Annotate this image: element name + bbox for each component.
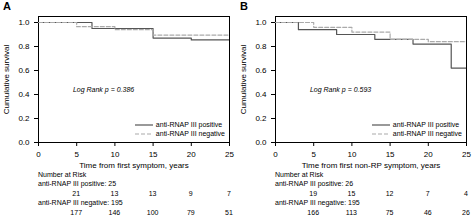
html-text:anti-RNAP III negative: anti-RNAP III negative (392, 130, 462, 137)
svg-text:Log Rank p = 0.593: Log Rank p = 0.593 (310, 86, 371, 94)
html-text:Number at Risk: Number at Risk (38, 171, 87, 178)
svg-text:10: 10 (110, 150, 119, 159)
html-text:146: 146 (108, 208, 121, 216)
svg-text:15: 15 (386, 150, 395, 159)
html-text:4: 4 (464, 189, 468, 197)
html-text:51: 51 (225, 208, 233, 216)
html-text:79: 79 (186, 208, 195, 216)
html-text:anti-RNAP III negative: 195: anti-RNAP III negative: 195 (275, 199, 360, 207)
svg-text:0.6: 0.6 (18, 66, 30, 75)
html-text:anti-RNAP III negative: 195: anti-RNAP III negative: 195 (38, 199, 123, 207)
svg-text:0: 0 (36, 150, 41, 159)
html-text:7: 7 (227, 189, 231, 197)
html-text:anti-RNAP III positive: anti-RNAP III positive (155, 121, 223, 128)
svg-text:0.2: 0.2 (18, 114, 30, 123)
html-text:anti-RNAP III positive: anti-RNAP III positive (392, 121, 460, 128)
html-text:Number at Risk: Number at Risk (275, 171, 324, 178)
html-text:75: 75 (385, 208, 394, 216)
html-text:9: 9 (188, 189, 193, 197)
svg-text:25: 25 (462, 150, 471, 159)
html-text:46: 46 (423, 208, 432, 216)
svg-text:20: 20 (187, 150, 196, 159)
svg-text:10: 10 (347, 150, 356, 159)
svg-text:0.4: 0.4 (255, 90, 267, 99)
html-text:19: 19 (309, 189, 318, 197)
html-text:13: 13 (110, 189, 119, 197)
svg-text:0.6: 0.6 (255, 66, 267, 75)
svg-text:Log Rank p = 0.386: Log Rank p = 0.386 (73, 86, 134, 94)
html-text:7: 7 (425, 189, 430, 197)
html-text:B: B (240, 0, 248, 12)
html-text:21: 21 (72, 189, 81, 197)
svg-text:1.0: 1.0 (18, 18, 30, 27)
html-text:113: 113 (345, 208, 357, 216)
html-text:anti-RNAP III positive: 26: anti-RNAP III positive: 26 (275, 180, 354, 188)
svg-text:20: 20 (424, 150, 433, 159)
html-text:anti-RNAP III negative: anti-RNAP III negative (155, 130, 225, 137)
svg-text:0.0: 0.0 (18, 138, 30, 147)
svg-text:Cumulative survival: Cumulative survival (2, 45, 11, 115)
svg-text:0.8: 0.8 (255, 42, 267, 51)
svg-text:0.2: 0.2 (255, 114, 267, 123)
svg-text:5: 5 (311, 150, 316, 159)
html-text:anti-RNAP III positive: 25: anti-RNAP III positive: 25 (38, 180, 117, 188)
svg-text:25: 25 (225, 150, 234, 159)
svg-text:Time from first non-RP symptom: Time from first non-RP symptom, years (302, 161, 441, 170)
html-text:12: 12 (385, 189, 394, 197)
html-text:166: 166 (307, 208, 319, 216)
svg-text:0.0: 0.0 (255, 138, 267, 147)
html-text:26: 26 (462, 208, 470, 216)
svg-text:0: 0 (273, 150, 278, 159)
html-text:15: 15 (347, 189, 356, 197)
svg-text:15: 15 (149, 150, 158, 159)
svg-text:Cumulative survival: Cumulative survival (239, 45, 248, 115)
svg-text:1.0: 1.0 (255, 18, 267, 27)
html-text:100: 100 (146, 208, 159, 216)
html-text:13: 13 (148, 189, 157, 197)
svg-text:0.8: 0.8 (18, 42, 30, 51)
html-text:177: 177 (70, 208, 82, 216)
html-text:A: A (3, 0, 11, 12)
svg-text:5: 5 (74, 150, 79, 159)
svg-text:0.4: 0.4 (18, 90, 30, 99)
svg-text:Time from first symptom, years: Time from first symptom, years (79, 161, 189, 170)
